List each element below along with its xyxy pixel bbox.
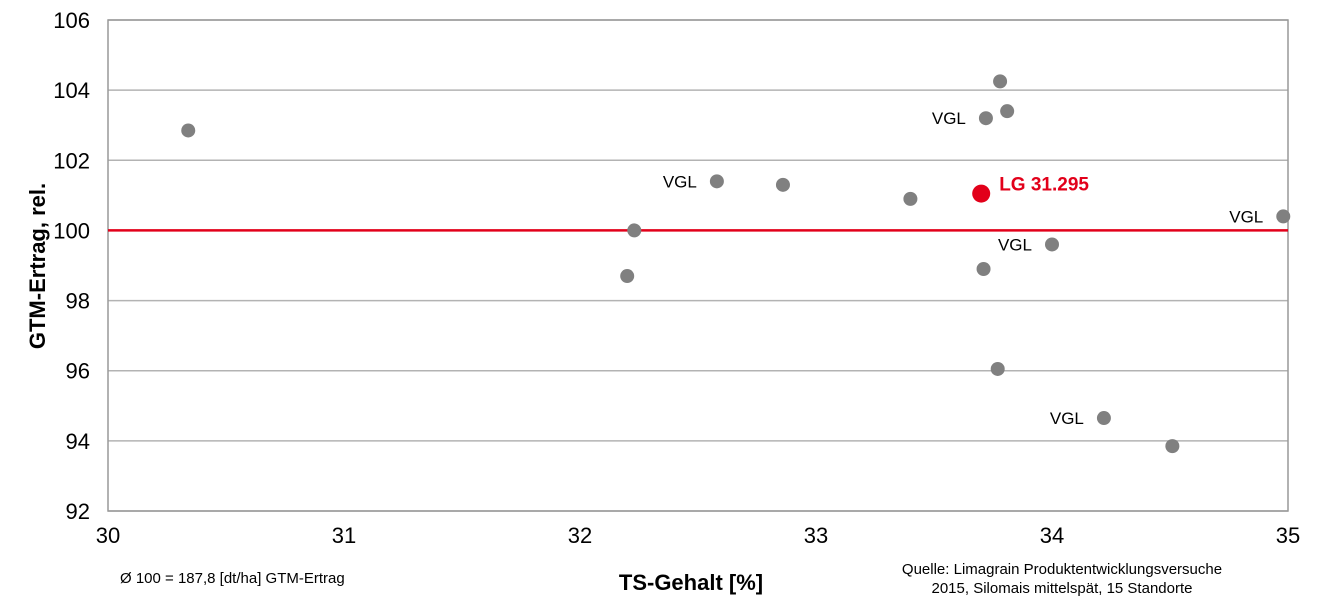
source-line-1: Quelle: Limagrain Produktentwicklungsver… [901, 561, 1223, 578]
highlight-point [972, 184, 991, 203]
y-tick-94: 94 [66, 429, 90, 454]
footnote-baseline: Ø 100 = 187,8 [dt/ha] GTM-Ertrag [120, 570, 345, 587]
y-tick-104: 104 [53, 78, 90, 103]
data-point [627, 223, 642, 238]
y-tick-92: 92 [66, 499, 90, 524]
source-line-2: 2015, Silomais mittelspät, 15 Standorte [931, 580, 1193, 596]
data-point [1000, 104, 1015, 119]
data-point [1276, 209, 1291, 224]
point-label: VGL [932, 109, 966, 128]
x-tick-33: 33 [804, 523, 828, 548]
plot-area [107, 19, 1289, 512]
data-point [976, 262, 991, 277]
data-points [181, 74, 1291, 454]
point-label: VGL [1229, 207, 1263, 226]
data-point [775, 177, 790, 192]
data-point [978, 111, 993, 126]
data-point [709, 174, 724, 189]
data-point [1096, 411, 1111, 426]
y-tick-106: 106 [53, 8, 90, 33]
y-tick-98: 98 [66, 289, 90, 314]
data-point [181, 123, 196, 138]
y-tick-102: 102 [53, 148, 90, 173]
x-tick-labels: 30 31 32 33 34 35 [96, 523, 1300, 548]
point-label: VGL [663, 172, 697, 191]
data-point [990, 361, 1005, 376]
x-axis-title: TS-Gehalt [%] [619, 570, 763, 595]
x-tick-32: 32 [568, 523, 592, 548]
x-tick-34: 34 [1040, 523, 1064, 548]
highlight-label: LG 31.295 [999, 175, 1089, 196]
y-tick-96: 96 [66, 359, 90, 384]
data-point [903, 191, 918, 206]
x-tick-35: 35 [1276, 523, 1300, 548]
point-label: VGL [998, 235, 1032, 254]
x-tick-30: 30 [96, 523, 120, 548]
source-note: Quelle: Limagrain Produktentwicklungsver… [862, 560, 1262, 596]
y-tick-labels: 92 94 96 98 100 102 104 106 [53, 8, 90, 524]
grid-lines [108, 19, 1288, 512]
y-axis-title: GTM-Ertrag, rel. [25, 183, 50, 349]
data-point [1045, 237, 1059, 252]
y-tick-100: 100 [53, 218, 90, 243]
x-tick-31: 31 [332, 523, 356, 548]
point-label: VGL [1050, 409, 1084, 428]
data-point [620, 269, 635, 284]
data-point [1165, 439, 1180, 454]
data-point [993, 74, 1008, 89]
point-labels: VGL LG 31.295 VGL VGL VGL VGL [663, 109, 1263, 428]
